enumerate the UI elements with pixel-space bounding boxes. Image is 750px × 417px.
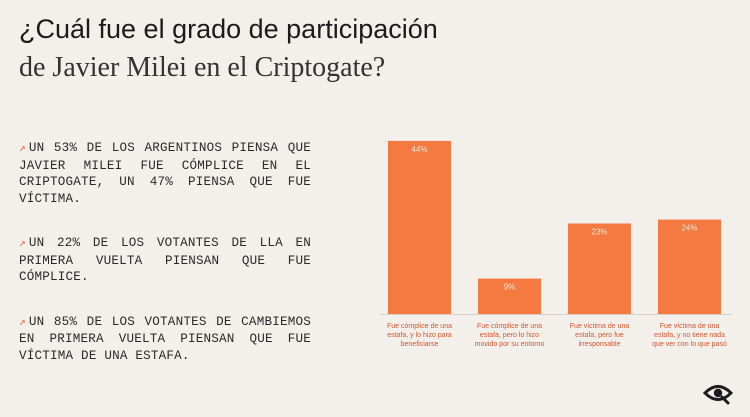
category-label-line: estafa, pero lo hizo [480,332,539,339]
bullet-text: UN 22% DE LOS VOTANTES DE LLA EN PRIMERA… [19,236,311,284]
category-label-line: estafa, y no tiene nada [654,332,725,339]
eye-logo-icon [703,385,733,405]
bullet-text: UN 53% DE LOS ARGENTINOS PIENSA QUE JAVI… [19,141,311,206]
data-label: 23% [591,228,607,237]
category-label-line: Fue cómplice de una [387,323,452,330]
category-label-line: Fue cómplice de una [477,323,542,330]
bullet-item: ↗ UN 85% DE LOS VOTANTES DE CAMBIEMOS EN … [19,314,311,365]
title-line-1: ¿Cuál fue el grado de participación [19,14,438,44]
north-east-arrow-icon: ↗ [19,238,26,250]
data-label: 44% [411,145,427,154]
bar [478,278,541,314]
category-label-line: Fue víctima de una [660,323,720,330]
bullet-list: ↗ UN 53% DE LOS ARGENTINOS PIENSA QUE JAV… [19,140,311,392]
category-label: Fue víctima de una estafa, pero fue irresp… [570,323,630,348]
category-label-line: que ver con lo que pasó [652,341,727,348]
category-label-line: irresponsable [578,341,620,348]
category-label-line: estafa, y lo hizo para [387,332,452,339]
bullet-text: UN 85% DE LOS VOTANTES DE CAMBIEMOS EN P… [19,314,311,363]
data-label: 24% [681,224,697,233]
north-east-arrow-icon: ↗ [19,316,26,329]
bullet-item: ↗ UN 22% DE LOS VOTANTES DE LLA EN PRIMER… [19,235,311,286]
category-label: Fue cómplice de una estafa, pero lo hizo m… [475,323,545,348]
title-line-2: de Javier Milei en el Criptogate? [19,52,386,83]
category-label: Fue víctima de una estafa, y no tiene nad… [652,323,727,348]
category-label-line: estafa, pero fue [575,332,624,339]
bullet-item: ↗ UN 53% DE LOS ARGENTINOS PIENSA QUE JAV… [19,140,311,207]
category-label-line: beneficiarse [401,341,439,348]
category-label-line: Fue víctima de una [570,323,630,330]
north-east-arrow-icon: ↗ [19,143,26,155]
data-label: 9% [504,283,516,292]
category-label-line: movido por su entorno [475,341,545,348]
bar [388,140,451,314]
bar [568,223,631,314]
bar [658,219,721,314]
category-label: Fue cómplice de una estafa, y lo hizo par… [387,323,452,348]
bar-chart: 44% Fue cómplice de una estafa, y lo hizo … [380,140,732,348]
